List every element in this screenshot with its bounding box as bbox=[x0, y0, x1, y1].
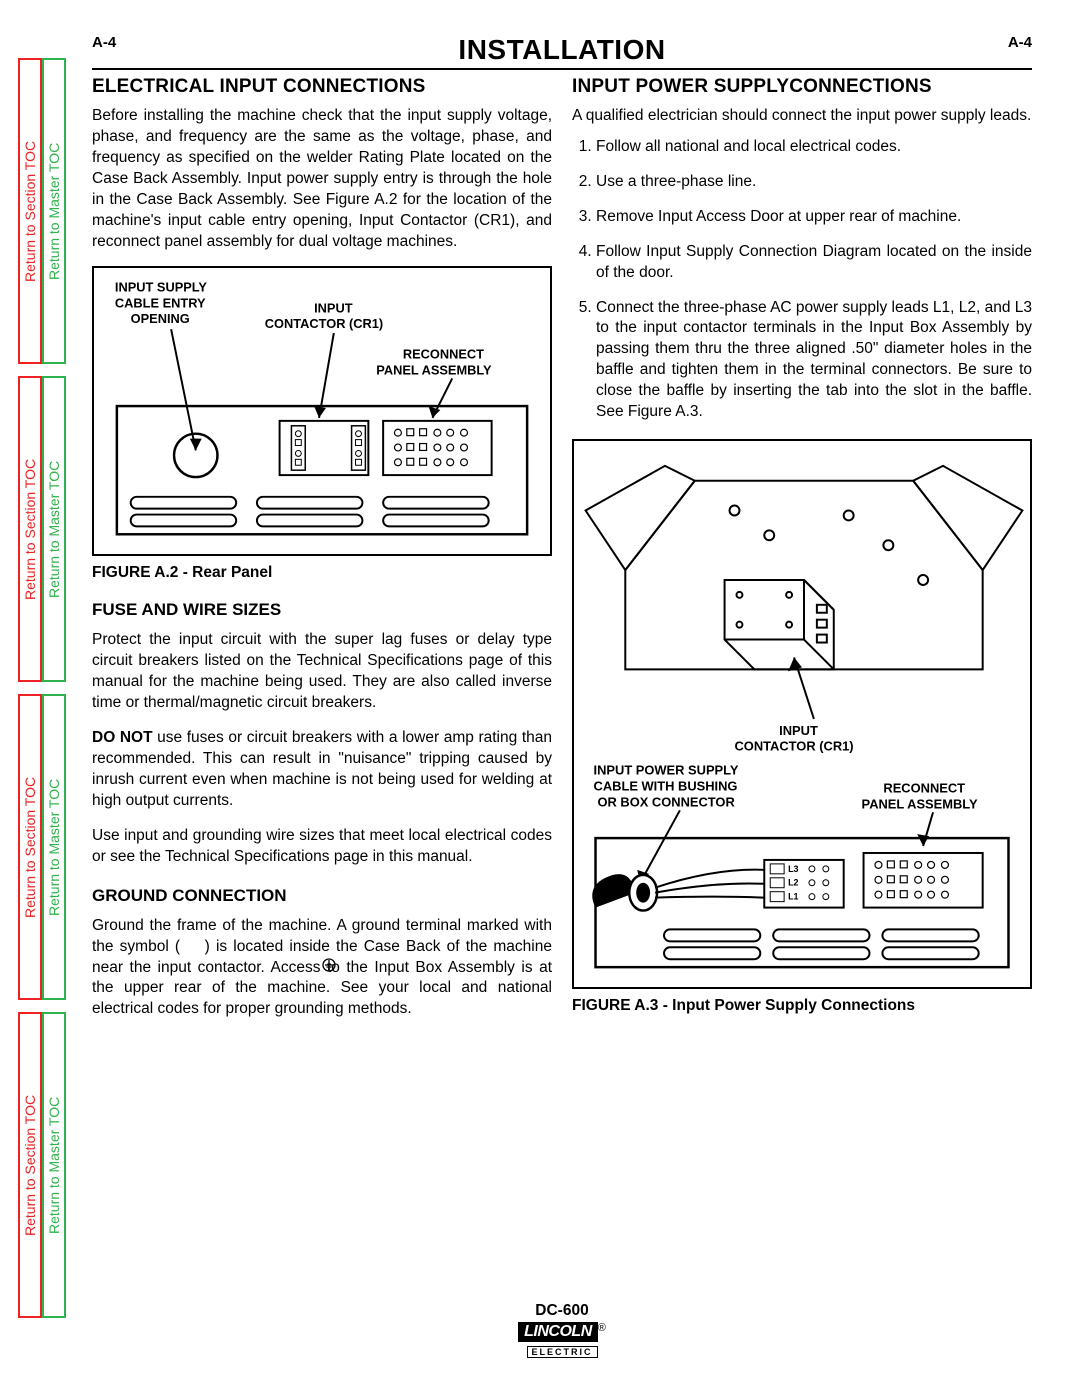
master-toc-tab[interactable]: Return to Master TOC bbox=[42, 376, 66, 682]
para-lead: A qualified electrician should connect t… bbox=[572, 106, 1032, 127]
para-fuse1: Protect the input circuit with the super… bbox=[92, 630, 552, 714]
master-toc-tab[interactable]: Return to Master TOC bbox=[42, 58, 66, 364]
brand-logo: LINCOLN® ELECTRIC bbox=[518, 1322, 606, 1360]
step-item: Follow all national and local electrical… bbox=[596, 137, 1032, 158]
svg-text:CABLE WITH BUSHING: CABLE WITH BUSHING bbox=[594, 779, 738, 794]
svg-text:PANEL ASSEMBLY: PANEL ASSEMBLY bbox=[376, 363, 492, 378]
section-toc-tab[interactable]: Return to Section TOC bbox=[18, 58, 42, 364]
page-number-left: A-4 bbox=[92, 34, 116, 51]
page-content: A-4 A-4 INSTALLATION ELECTRICAL INPUT CO… bbox=[92, 34, 1032, 1034]
svg-text:RECONNECT: RECONNECT bbox=[403, 347, 484, 362]
svg-text:L2: L2 bbox=[788, 878, 798, 888]
svg-text:INPUT POWER SUPPLY: INPUT POWER SUPPLY bbox=[594, 763, 739, 778]
svg-text:INPUT SUPPLY: INPUT SUPPLY bbox=[115, 280, 208, 295]
left-column: ELECTRICAL INPUT CONNECTIONS Before inst… bbox=[92, 76, 552, 1034]
svg-text:CONTACTOR (CR1): CONTACTOR (CR1) bbox=[734, 739, 853, 754]
figure-a2: INPUT SUPPLY CABLE ENTRY OPENING INPUT C… bbox=[92, 266, 552, 556]
svg-text:CONTACTOR (CR1): CONTACTOR (CR1) bbox=[265, 317, 383, 332]
svg-text:OR BOX CONNECTOR: OR BOX CONNECTOR bbox=[597, 794, 735, 809]
page-title: INSTALLATION bbox=[92, 34, 1032, 66]
section-toc-tab[interactable]: Return to Section TOC bbox=[18, 694, 42, 1000]
svg-text:INPUT: INPUT bbox=[779, 723, 818, 738]
svg-text:CABLE ENTRY: CABLE ENTRY bbox=[115, 296, 206, 311]
figure-a3: INPUT CONTACTOR (CR1) INPUT POWER SUPPLY… bbox=[572, 439, 1032, 989]
svg-text:L1: L1 bbox=[788, 892, 798, 902]
step-item: Connect the three-phase AC power supply … bbox=[596, 298, 1032, 424]
side-toc-tabs: Return to Section TOC Return to Section … bbox=[18, 58, 66, 1318]
page-number-right: A-4 bbox=[1008, 34, 1032, 51]
heading-electrical: ELECTRICAL INPUT CONNECTIONS bbox=[92, 76, 552, 98]
svg-text:PANEL ASSEMBLY: PANEL ASSEMBLY bbox=[862, 796, 978, 811]
master-toc-tab[interactable]: Return to Master TOC bbox=[42, 694, 66, 1000]
step-item: Use a three-phase line. bbox=[596, 172, 1032, 193]
svg-text:INPUT: INPUT bbox=[314, 301, 353, 316]
figure-a3-caption: FIGURE A.3 - Input Power Supply Connecti… bbox=[572, 997, 1032, 1015]
svg-text:OPENING: OPENING bbox=[131, 312, 190, 327]
figure-a2-caption: FIGURE A.2 - Rear Panel bbox=[92, 564, 552, 582]
heading-fuse: FUSE AND WIRE SIZES bbox=[92, 600, 552, 620]
right-column: INPUT POWER SUPPLYCONNECTIONS A qualifie… bbox=[572, 76, 1032, 1034]
para-intro: Before installing the machine check that… bbox=[92, 106, 552, 252]
para-fuse2: DO NOT use fuses or circuit breakers wit… bbox=[92, 728, 552, 812]
svg-text:L3: L3 bbox=[788, 864, 798, 874]
svg-text:RECONNECT: RECONNECT bbox=[883, 780, 965, 795]
page-footer: DC-600 LINCOLN® ELECTRIC bbox=[92, 1302, 1032, 1360]
step-item: Follow Input Supply Connection Diagram l… bbox=[596, 242, 1032, 284]
model-number: DC-600 bbox=[92, 1302, 1032, 1320]
para-fuse3: Use input and grounding wire sizes that … bbox=[92, 826, 552, 868]
steps-list: Follow all national and local electrical… bbox=[572, 137, 1032, 423]
heading-power: INPUT POWER SUPPLYCONNECTIONS bbox=[572, 76, 1032, 98]
section-toc-tab[interactable]: Return to Section TOC bbox=[18, 1012, 42, 1318]
section-toc-tab[interactable]: Return to Section TOC bbox=[18, 376, 42, 682]
master-toc-tab[interactable]: Return to Master TOC bbox=[42, 1012, 66, 1318]
title-rule bbox=[92, 68, 1032, 70]
step-item: Remove Input Access Door at upper rear o… bbox=[596, 207, 1032, 228]
heading-ground: GROUND CONNECTION bbox=[92, 886, 552, 906]
para-ground: Ground the frame of the machine. A groun… bbox=[92, 916, 552, 1021]
ground-symbol-icon bbox=[322, 958, 336, 972]
